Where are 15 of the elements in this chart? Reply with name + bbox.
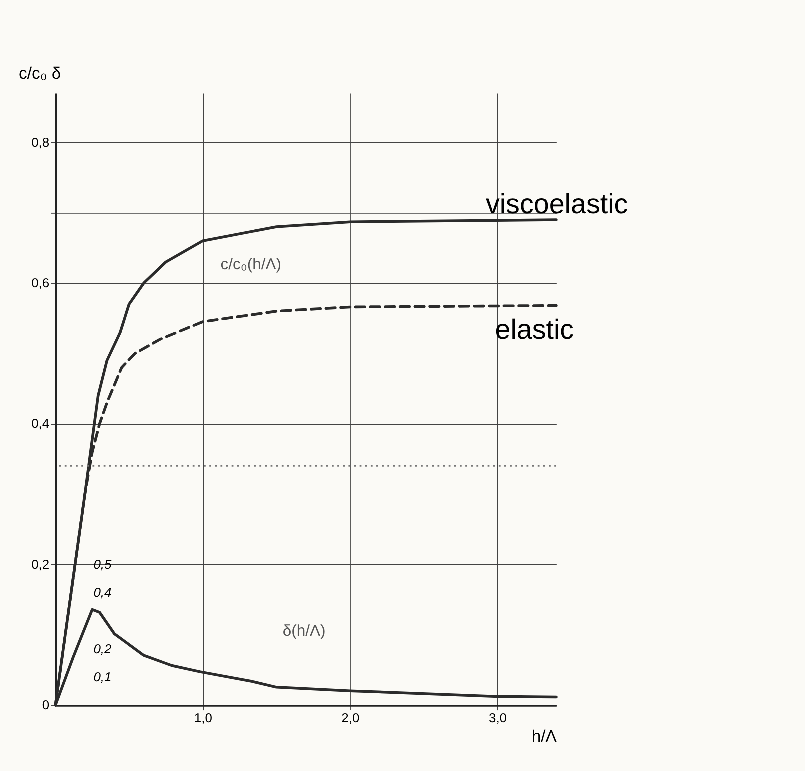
y2-tick-label: 0,1: [94, 669, 112, 684]
y-tick-label: 0,4: [32, 416, 50, 432]
annotation: δ(h/Λ): [282, 622, 326, 640]
y-axis-title: c/c₀ δ: [19, 64, 62, 83]
y2-tick-label: 0,2: [94, 641, 113, 656]
x-tick-label: 3,0: [488, 710, 508, 726]
y-tick-label: 0,6: [32, 275, 50, 290]
y-tick-label: 0,8: [32, 134, 50, 150]
y-tick-label: 0: [42, 698, 50, 713]
x-axis-title: h/Λ: [532, 727, 558, 746]
x-tick-label: 1,0: [194, 710, 212, 726]
x-tick-label: 2,0: [342, 710, 360, 726]
y2-tick-label: 0,4: [94, 585, 112, 600]
y-tick-label: 0,2: [32, 556, 50, 572]
annotation: c/c₀(h/Λ): [220, 256, 282, 274]
